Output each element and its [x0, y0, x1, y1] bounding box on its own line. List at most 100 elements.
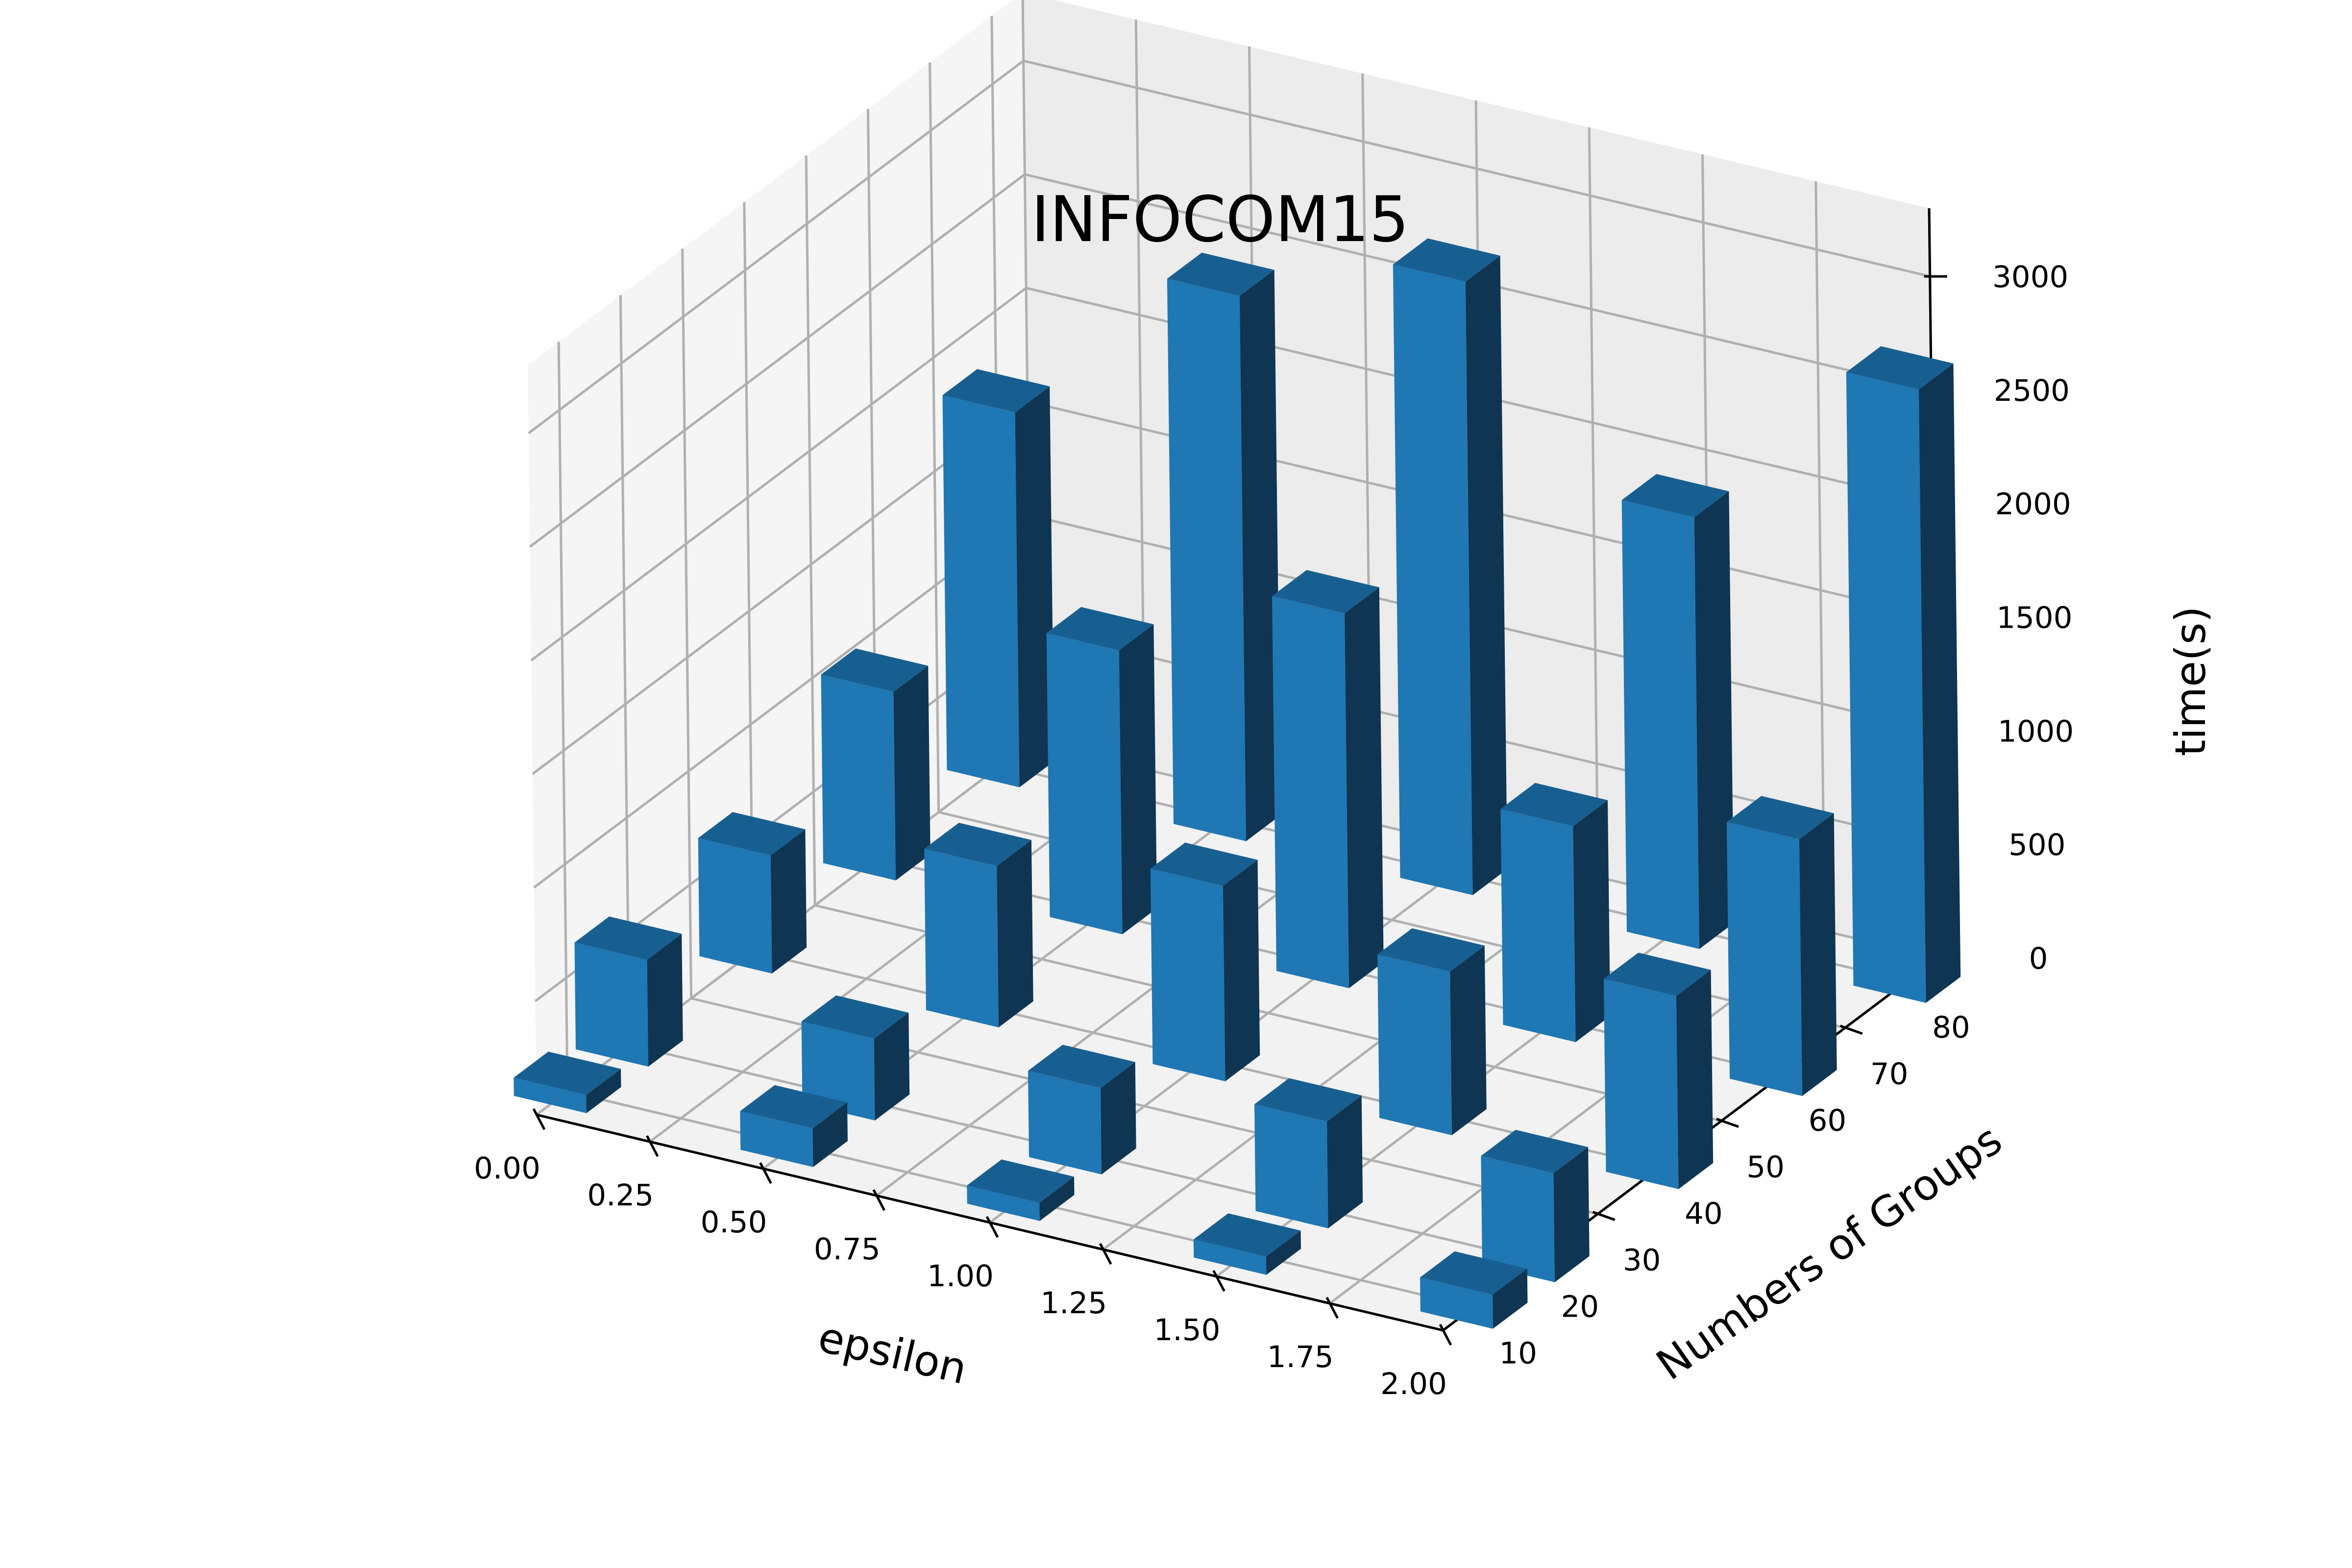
x-tick-mark — [646, 1135, 659, 1157]
x-tick-mark — [532, 1108, 546, 1130]
bar-side-face — [1266, 1230, 1301, 1275]
x-tick-label: 0.00 — [474, 1151, 540, 1186]
bar-front-face — [574, 942, 648, 1067]
bar-top-face — [574, 916, 682, 960]
bar-front-face — [1272, 596, 1349, 988]
x-axis-label: epsilon — [814, 1312, 972, 1394]
bar-top-face — [1481, 1129, 1589, 1174]
bar-side-face — [997, 840, 1033, 1028]
bar-top-face — [1393, 238, 1500, 282]
y-tick-mark — [1716, 1118, 1739, 1128]
bar-side-face — [1573, 800, 1611, 1042]
z-left-gridline — [530, 287, 1027, 662]
x-tick-label: 1.75 — [1267, 1340, 1334, 1374]
bar-side-face — [1239, 270, 1281, 841]
bar-side-face — [1327, 1095, 1363, 1228]
bar-side-face — [1553, 1147, 1590, 1282]
bar-top-face — [1846, 346, 1954, 390]
bar-top-face — [698, 812, 806, 856]
y-wall-gridline — [681, 248, 693, 999]
y-tick-label: 10 — [1499, 1336, 1537, 1371]
bar — [1726, 796, 1837, 1096]
bar-side-face — [1465, 255, 1508, 895]
bar — [1481, 1129, 1590, 1282]
z-tick-label: 500 — [2009, 828, 2065, 862]
bar-top-face — [1028, 1045, 1135, 1088]
bar-front-face — [514, 1078, 587, 1113]
bar-side-face — [647, 933, 683, 1067]
bar — [574, 916, 683, 1067]
z-tick-label: 1500 — [1996, 601, 2072, 636]
x-tick-label: 1.25 — [1040, 1286, 1107, 1321]
bar-front-face — [698, 838, 772, 974]
x-tick-mark — [759, 1162, 772, 1184]
y-tick-label: 70 — [1870, 1057, 1909, 1092]
x-wall-gridline — [1814, 181, 1826, 931]
bar — [1254, 1078, 1363, 1228]
bar — [1621, 474, 1734, 949]
bar-side-face — [1039, 1176, 1075, 1221]
bar — [942, 369, 1054, 787]
bar-top-face — [1193, 1213, 1301, 1257]
bar — [1046, 607, 1157, 934]
z-tick-label: 1000 — [1998, 714, 2074, 749]
x-tick-mark — [1325, 1297, 1339, 1319]
bar-front-face — [1193, 1239, 1267, 1275]
z-back-gridline — [1023, 59, 1931, 278]
bar-side-face — [1676, 970, 1714, 1189]
bar-side-face — [1450, 945, 1487, 1135]
bar-top-face — [1167, 252, 1274, 296]
bar-side-face — [1101, 1062, 1136, 1175]
bar — [514, 1052, 621, 1113]
y-wall-gridline — [805, 155, 816, 906]
y-wall-gridline — [619, 295, 631, 1045]
y-tick-label: 30 — [1623, 1243, 1661, 1278]
bar-front-face — [1621, 500, 1699, 949]
bar-front-face — [1167, 278, 1246, 841]
bar-front-face — [967, 1185, 1040, 1221]
bar-side-face — [1119, 624, 1157, 934]
bar-top-face — [1377, 928, 1485, 972]
bar-top-face — [1726, 796, 1834, 839]
bar-front-face — [1603, 979, 1679, 1189]
bar — [801, 995, 910, 1121]
y-tick-label: 80 — [1932, 1010, 1970, 1045]
z-tick-label: 2000 — [1995, 487, 2071, 522]
z-axis-label: time(s) — [2166, 606, 2215, 756]
bar-side-face — [893, 665, 931, 881]
bar-front-face — [1481, 1156, 1555, 1282]
x-tick-mark — [872, 1189, 885, 1211]
chart-tick-labels: 0.00 0.25 0.50 0.75 1.00 1.25 1.50 1.75 2.00 10 20… — [474, 260, 2074, 1401]
bar — [740, 1085, 848, 1167]
bar-top-face — [740, 1085, 847, 1128]
bar-side-face — [812, 1102, 848, 1167]
bar-top-face — [821, 648, 929, 692]
bar — [1846, 346, 1961, 1003]
y-tick-label: 40 — [1685, 1197, 1723, 1231]
bar-side-face — [1918, 363, 1961, 1003]
bar-top-face — [1420, 1251, 1527, 1295]
bar-front-face — [1846, 372, 1926, 1003]
bar-front-face — [1150, 868, 1225, 1081]
bar-front-face — [1420, 1277, 1493, 1329]
z-tick-label: 0 — [2029, 941, 2048, 976]
y-tick-mark — [1839, 1025, 1863, 1035]
bar-top-face — [1254, 1078, 1362, 1122]
bar-side-face — [1493, 1269, 1528, 1329]
x-tick-mark — [1099, 1243, 1112, 1265]
bar-front-face — [1046, 633, 1123, 934]
bar-side-face — [1345, 587, 1384, 988]
bar-front-face — [1254, 1104, 1328, 1228]
bar-top-face — [1621, 474, 1729, 517]
bar-top-face — [967, 1159, 1074, 1203]
bar-top-face — [1603, 953, 1711, 996]
bar-side-face — [874, 1012, 910, 1121]
x-tick-label: 0.75 — [814, 1232, 881, 1267]
z-left-gridline — [528, 60, 1025, 435]
bar-front-face — [1393, 264, 1473, 895]
bar — [1272, 570, 1384, 988]
bar — [967, 1159, 1075, 1221]
bar-top-face — [1046, 607, 1154, 651]
bar-top-face — [924, 823, 1031, 866]
y-tick-mark — [1592, 1211, 1616, 1221]
